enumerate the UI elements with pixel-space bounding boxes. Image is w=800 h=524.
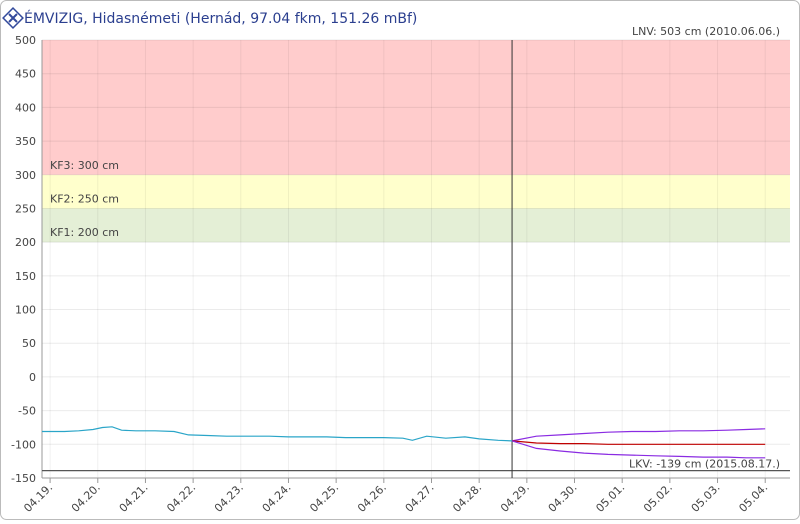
threshold-band (42, 40, 790, 175)
extreme-label: LKV: -139 cm (2015.08.17.) (629, 458, 780, 471)
y-tick-label: 200 (15, 236, 36, 249)
series-line (511, 428, 766, 442)
y-tick-label: 300 (15, 169, 36, 182)
series-line (512, 440, 766, 445)
threshold-band (42, 208, 790, 243)
series-line (511, 440, 766, 459)
y-tick-label: 150 (15, 270, 36, 283)
threshold-label: KF3: 300 cm (50, 159, 119, 172)
extreme-label: LNV: 503 cm (2010.06.06.) (632, 25, 780, 38)
logo (2, 7, 24, 29)
y-tick-label: -100 (11, 438, 36, 451)
y-tick-label: 450 (15, 68, 36, 81)
threshold-label: KF1: 200 cm (50, 226, 119, 239)
y-tick-label: 100 (15, 304, 36, 317)
y-tick-label: 400 (15, 101, 36, 114)
y-tick-label: 50 (22, 337, 36, 350)
chart-title: ÉMVIZIG, Hidasnémeti (Hernád, 97.04 fkm,… (24, 10, 417, 27)
y-tick-label: 0 (29, 371, 36, 384)
threshold-band (42, 174, 790, 209)
y-tick-label: 250 (15, 202, 36, 215)
series-line (42, 426, 513, 442)
y-tick-label: 500 (15, 34, 36, 47)
threshold-label: KF2: 250 cm (50, 192, 119, 205)
y-tick-label: -150 (11, 472, 36, 485)
y-tick-label: 350 (15, 135, 36, 148)
y-tick-label: -50 (18, 405, 36, 418)
